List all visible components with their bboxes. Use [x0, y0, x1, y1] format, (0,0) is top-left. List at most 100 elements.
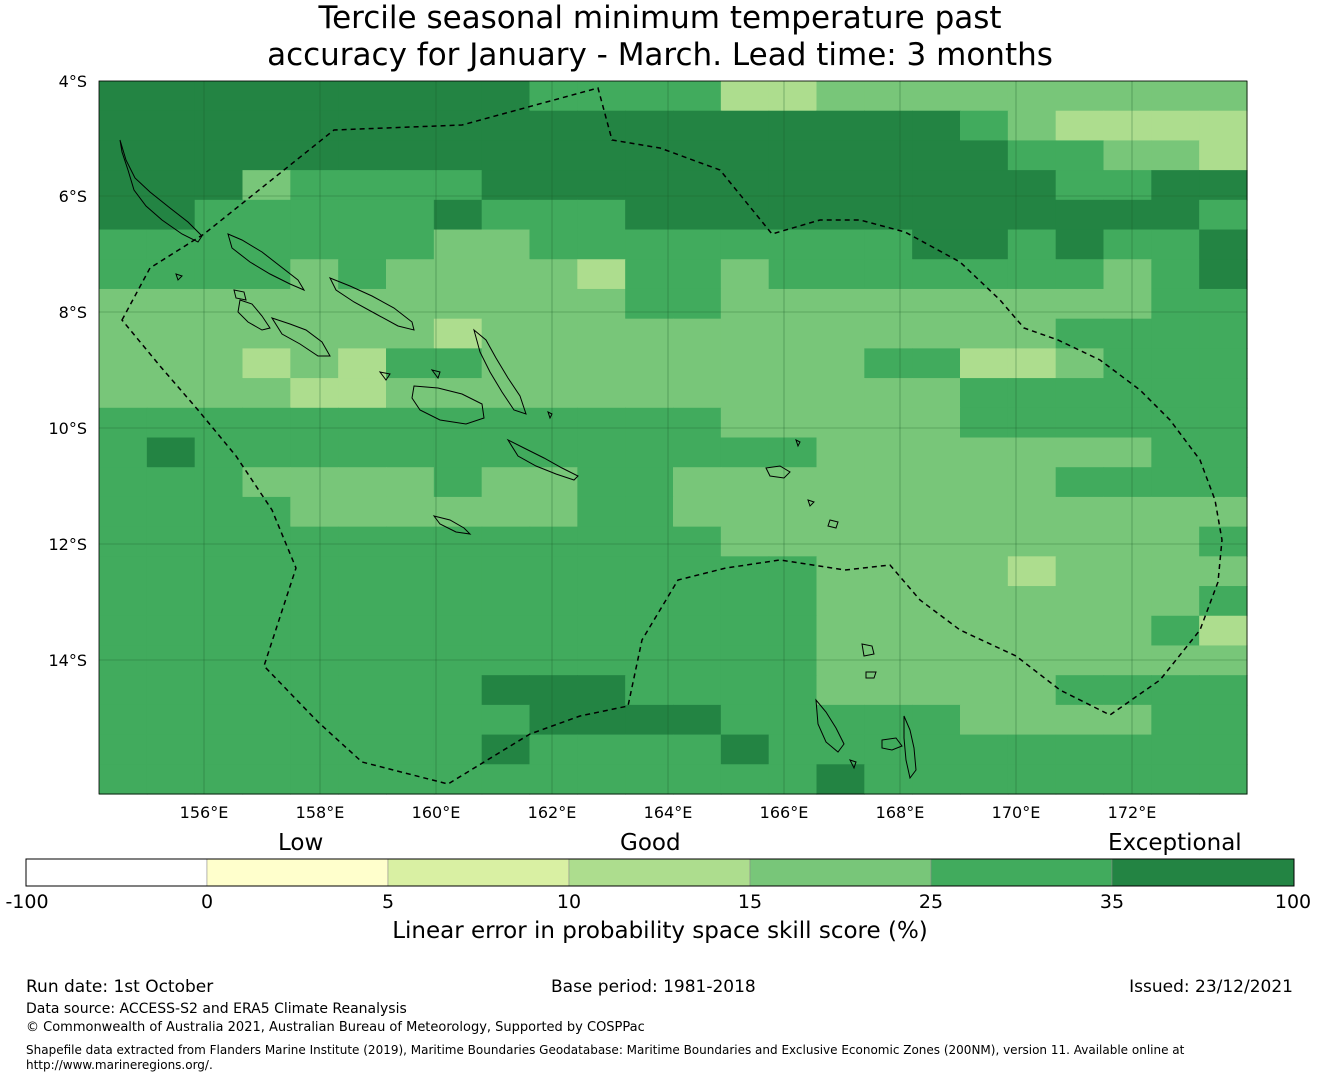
grid-cell: [625, 288, 674, 320]
new-georgia-islands: [237, 299, 331, 357]
grid-cell: [146, 645, 196, 676]
grid-cell: [768, 645, 818, 676]
grid-cell: [146, 288, 196, 320]
grid-cell: [912, 348, 961, 379]
grid-cell: [1199, 229, 1248, 260]
grid-cell: [146, 110, 196, 142]
grid-cell: [864, 526, 913, 557]
grid-cell: [99, 288, 148, 320]
santa-cruz-islands: [765, 465, 839, 529]
grid-cell: [720, 348, 770, 379]
grid-cell: [768, 437, 818, 468]
grid-cell: [338, 407, 387, 439]
grid-cell: [1055, 526, 1105, 557]
grid-cell: [1151, 318, 1200, 349]
grid-cell: [768, 318, 818, 349]
grid-cell: [1199, 170, 1248, 201]
ambae-island: [861, 643, 877, 679]
grid-cell: [242, 467, 291, 498]
grid-cell: [529, 407, 578, 439]
longitude-label: 156°E: [180, 803, 229, 822]
grid-cell: [720, 675, 770, 706]
grid-cell: [529, 199, 578, 231]
grid-cell: [1055, 318, 1105, 349]
grid-cell: [673, 199, 722, 231]
grid-cell: [433, 645, 483, 676]
grid-cell: [338, 378, 387, 409]
grid-cell: [960, 110, 1009, 142]
grid-cell: [720, 556, 770, 587]
grid-cell: [290, 437, 339, 468]
grid-cell: [1007, 526, 1057, 557]
grid-cell: [864, 407, 913, 439]
grid-cell: [433, 437, 483, 468]
grid-cell: [338, 229, 387, 260]
grid-cell: [673, 704, 722, 736]
grid-cell: [577, 764, 626, 795]
grid-cell: [1055, 407, 1105, 439]
grid-cell: [99, 734, 148, 765]
grid-cell: [1007, 110, 1057, 142]
grid-cell: [673, 170, 722, 201]
grid-cell: [1151, 586, 1200, 617]
grid-cell: [1103, 496, 1152, 528]
grid-cell: [290, 259, 339, 290]
grid-cell: [912, 81, 961, 112]
grid-cell: [912, 110, 961, 142]
grid-cell: [1103, 378, 1152, 409]
grid-cell: [529, 467, 578, 498]
grid-cell: [481, 110, 531, 142]
grid-cell: [625, 496, 674, 528]
grid-cell: [242, 704, 291, 736]
grid-cell: [338, 615, 387, 647]
grid-cell: [673, 734, 722, 765]
grid-cell: [481, 496, 531, 528]
grid-cell: [1103, 318, 1152, 349]
grid-cell: [529, 259, 578, 290]
grid-cell: [673, 259, 722, 290]
grid-cell: [338, 467, 387, 498]
longitude-label: 162°E: [528, 803, 577, 822]
grid-cell: [960, 704, 1009, 736]
grid-cell: [625, 526, 674, 557]
grid-cell: [1103, 675, 1152, 706]
grid-cell: [912, 615, 961, 647]
grid-cell: [864, 467, 913, 498]
grid-cell: [577, 229, 626, 260]
grid-cell: [242, 526, 291, 557]
grid-cell: [768, 586, 818, 617]
grid-cell: [529, 81, 578, 112]
grid-cell: [1055, 496, 1105, 528]
grid-cell: [481, 229, 531, 260]
colorbar-segment: [1111, 858, 1295, 887]
grid-cell: [1007, 437, 1057, 468]
grid-cell: [146, 348, 196, 379]
grid-cell: [433, 704, 483, 736]
grid-cell: [864, 704, 913, 736]
grid-cell: [386, 645, 435, 676]
grid-cell: [99, 170, 148, 201]
grid-cell: [1055, 110, 1105, 142]
guadalcanal-island: [411, 385, 485, 425]
grid-cell: [242, 259, 291, 290]
grid-cell: [1007, 81, 1057, 112]
grid-cell: [768, 467, 818, 498]
grid-cell: [1055, 170, 1105, 201]
grid-cell: [481, 764, 531, 795]
latitude-label: 6°S: [59, 187, 87, 206]
grid-cell: [960, 675, 1009, 706]
grid-cell: [1007, 229, 1057, 260]
grid-cell: [1199, 645, 1248, 676]
grid-cell: [1151, 556, 1200, 587]
grid-cell: [433, 467, 483, 498]
grid-cell: [529, 645, 578, 676]
grid-cell: [338, 348, 387, 379]
grid-cell: [242, 348, 291, 379]
grid-cell: [194, 615, 244, 647]
grid-cell: [481, 645, 531, 676]
grid-cell: [481, 704, 531, 736]
grid-cell: [673, 318, 722, 349]
grid-cell: [673, 645, 722, 676]
grid-cell: [386, 378, 435, 409]
grid-cell: [433, 259, 483, 290]
